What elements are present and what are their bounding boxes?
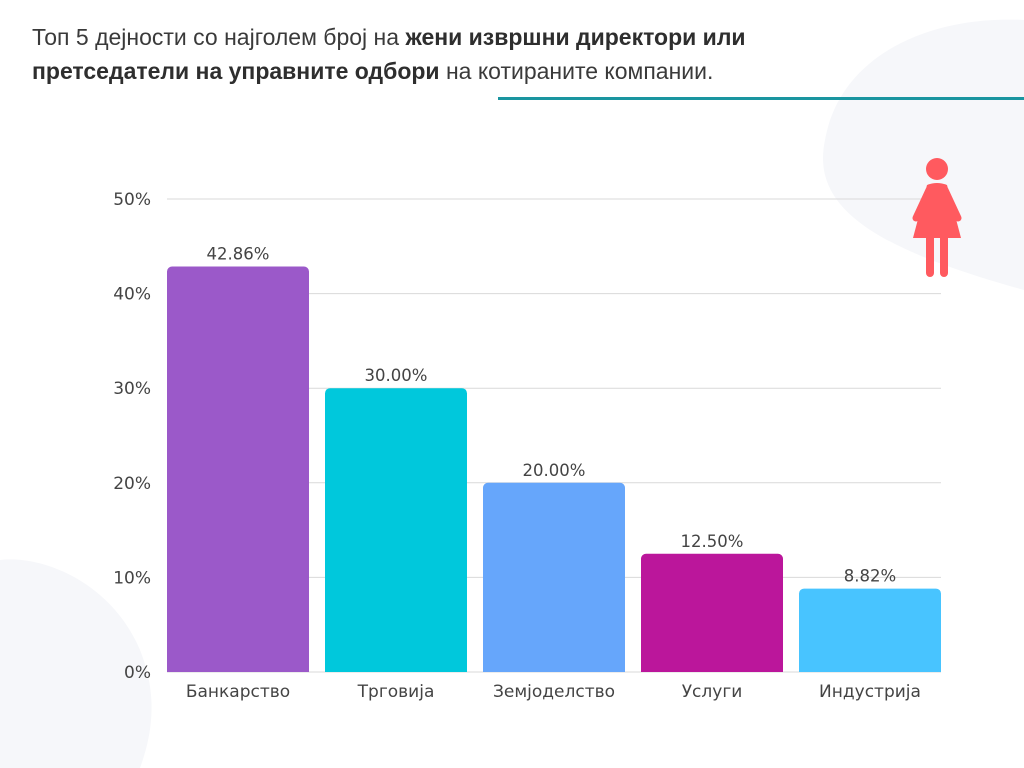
value-label: 42.86%	[207, 245, 270, 264]
value-labels: 42.86% 30.00% 20.00% 12.50% 8.82%	[207, 245, 897, 586]
bar-base	[325, 666, 467, 672]
bar-base	[483, 666, 625, 672]
bar-base	[799, 666, 941, 672]
value-label: 20.00%	[523, 461, 586, 480]
bar-3	[483, 482, 625, 672]
title-text-bold: жени извршни директори или претседатели …	[32, 24, 746, 84]
title-text-end: на котираните компании.	[439, 58, 714, 84]
title-text-regular: Топ 5 дејности со најголем број на	[32, 24, 406, 50]
top-right-blob	[823, 19, 1024, 290]
y-tick-label: 50%	[113, 190, 151, 210]
bar-base	[641, 666, 783, 672]
bottom-left-blob	[0, 559, 152, 768]
y-axis-ticks: 0% 10% 20% 30% 40% 50%	[113, 190, 151, 683]
bar-1	[167, 266, 309, 672]
bar-4	[641, 553, 783, 672]
chart-title: Топ 5 дејности со најголем број на жени …	[32, 20, 852, 88]
x-tick-label: Услуги	[682, 682, 743, 702]
value-label: 12.50%	[681, 532, 744, 551]
x-tick-label: Трговија	[357, 682, 435, 702]
woman-icon	[912, 158, 962, 277]
y-tick-label: 30%	[113, 379, 151, 399]
bar-base	[167, 666, 309, 672]
x-axis-labels: Банкарство Трговија Земјоделство Услуги Инду…	[186, 682, 921, 702]
y-tick-label: 10%	[113, 568, 151, 588]
value-label: 8.82%	[844, 567, 896, 586]
y-tick-label: 40%	[113, 285, 151, 305]
x-tick-label: Индустрија	[819, 682, 921, 702]
y-tick-label: 20%	[113, 474, 151, 494]
x-tick-label: Земјоделство	[493, 682, 615, 702]
value-label: 30.00%	[365, 366, 428, 385]
y-tick-label: 0%	[124, 663, 151, 683]
bar-2	[325, 388, 467, 672]
bar-5	[799, 588, 941, 672]
bars	[167, 266, 941, 672]
title-underline	[498, 97, 1024, 100]
x-tick-label: Банкарство	[186, 682, 290, 702]
